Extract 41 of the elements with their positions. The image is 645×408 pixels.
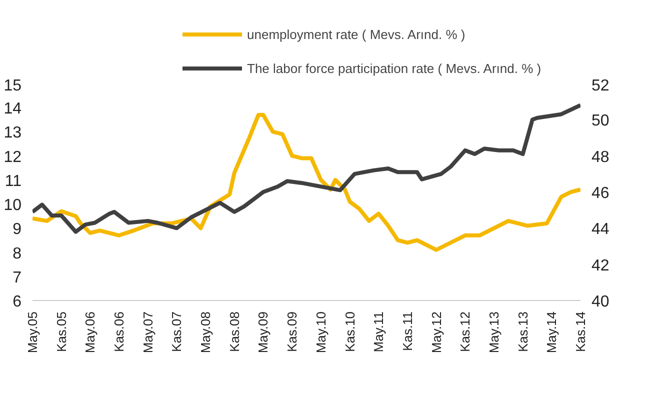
y-tick-label: 6	[12, 294, 22, 310]
x-tick-label: Kas.07	[169, 311, 184, 352]
y-tick-label: 7	[12, 269, 22, 286]
x-tick-label: May.11	[371, 312, 386, 352]
y-tick-label: 9	[12, 221, 22, 238]
y-tick-label: 13	[4, 124, 22, 142]
x-tick-label: May.09	[256, 311, 271, 354]
y-tick-label: 8	[12, 245, 22, 262]
legend-label: The labor force participation rate ( Mevs. Arınd. % )	[247, 60, 542, 76]
x-tick-label: Kas.12	[458, 311, 473, 352]
y2-tick-label: 48	[592, 148, 610, 166]
y2-tick-label: 46	[592, 185, 610, 202]
y2-tick-label: 44	[592, 221, 610, 238]
x-tick-label: May.07	[140, 311, 156, 354]
y-tick-label: 15	[4, 78, 22, 94]
x-tick-label: Kas.09	[284, 311, 300, 352]
x-tick-label: Kas.11	[400, 311, 415, 352]
x-tick-label: May.05	[25, 311, 40, 354]
x-tick-label: May.14	[544, 311, 560, 354]
y-tick-label: 12	[4, 148, 22, 166]
x-tick-label: May.13	[486, 311, 502, 354]
y-tick-label: 10	[4, 197, 22, 214]
x-tick-label: May.06	[82, 311, 98, 354]
x-tick-label: Kas.10	[342, 311, 358, 352]
legend-label: unemployment rate ( Mevs. Arınd. % )	[247, 26, 466, 42]
y2-tick-label: 42	[592, 257, 610, 274]
y2-tick-label: 52	[592, 78, 610, 94]
y-tick-label: 14	[4, 100, 22, 118]
x-tick-label: Kas.08	[226, 311, 242, 352]
x-tick-label: Kas.06	[112, 311, 127, 352]
x-tick-label: May.12	[428, 311, 444, 354]
x-tick-label: May.10	[313, 311, 328, 354]
y-tick-label: 11	[4, 172, 22, 190]
line-series	[32, 103, 580, 234]
x-tick-label: Kas.13	[515, 311, 530, 352]
line-series	[32, 112, 580, 252]
x-tick-label: May.08	[198, 311, 214, 354]
y2-tick-label: 40	[592, 294, 610, 310]
x-tick-label: Kas.14	[573, 311, 588, 352]
y2-tick-label: 50	[592, 112, 610, 130]
x-tick-label: Kas.05	[54, 311, 69, 352]
